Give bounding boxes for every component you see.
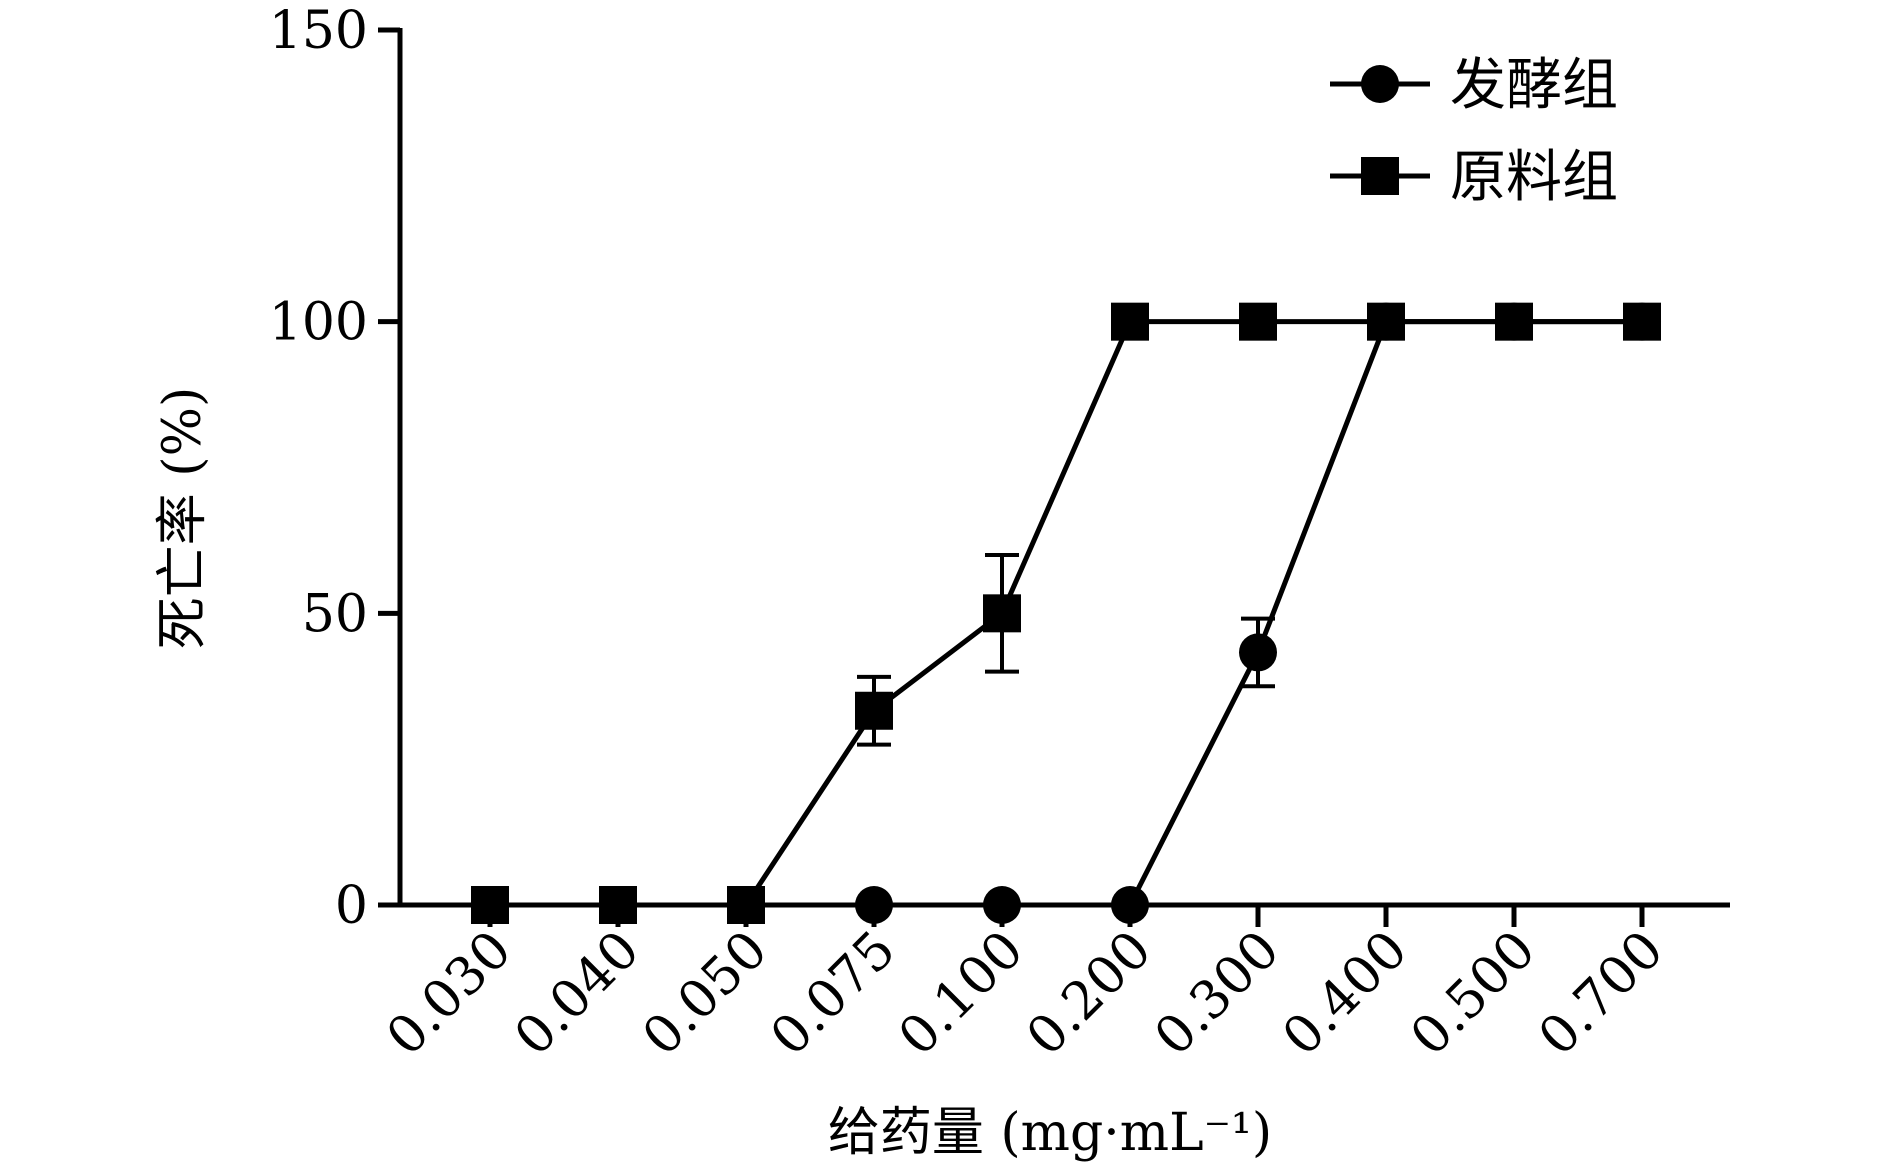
x-tick-label: 0.030 xyxy=(375,920,523,1068)
legend-label-raw: 原料组 xyxy=(1450,145,1618,210)
x-tick-label: 0.100 xyxy=(887,920,1035,1068)
x-tick-label: 0.200 xyxy=(1015,920,1163,1068)
x-tick-label: 0.300 xyxy=(1143,920,1291,1068)
series-1 xyxy=(471,302,1661,924)
x-tick-label: 0.040 xyxy=(503,920,651,1068)
data-point-square xyxy=(1495,302,1533,341)
legend-circle-marker-icon xyxy=(1361,65,1399,103)
legend-square-marker-icon xyxy=(1361,157,1399,195)
series-line xyxy=(490,319,1642,908)
data-point-square xyxy=(1239,302,1277,341)
series-0 xyxy=(471,302,1661,924)
x-tick-label: 0.500 xyxy=(1399,920,1547,1068)
y-axis-title: 死亡率 (%) xyxy=(153,387,213,650)
legend: 发酵组 原料组 xyxy=(1330,53,1618,210)
data-point-square xyxy=(1111,302,1149,341)
x-tick-label: 0.075 xyxy=(759,920,907,1068)
y-ticks: 0 50 100 150 xyxy=(269,1,400,936)
data-point-square xyxy=(471,886,509,924)
y-tick-label: 0 xyxy=(335,876,368,936)
data-point-square xyxy=(855,691,893,730)
data-point-square xyxy=(983,594,1021,633)
data-point-square xyxy=(599,886,637,924)
y-tick-label: 150 xyxy=(269,1,368,61)
y-tick-label: 50 xyxy=(302,584,368,644)
x-tick-label: 0.400 xyxy=(1271,920,1419,1068)
x-axis-title: 给药量 (mg·mL⁻¹) xyxy=(828,1103,1272,1163)
series-layer xyxy=(471,302,1661,924)
data-point-square xyxy=(1623,302,1661,341)
data-point-circle xyxy=(855,886,893,924)
data-point-circle xyxy=(1239,633,1277,672)
data-point-circle xyxy=(1111,886,1149,924)
legend-label-fermented: 发酵组 xyxy=(1450,53,1618,118)
y-tick-label: 100 xyxy=(269,293,368,353)
x-ticks: 0.0300.0400.0500.0750.1000.2000.3000.400… xyxy=(375,905,1675,1067)
x-tick-label: 0.050 xyxy=(631,920,779,1068)
legend-item-fermented: 发酵组 xyxy=(1330,53,1618,118)
data-point-square xyxy=(1367,302,1405,341)
series-line xyxy=(490,319,1642,908)
legend-item-raw: 原料组 xyxy=(1330,145,1618,210)
data-point-square xyxy=(727,886,765,924)
x-tick-label: 0.700 xyxy=(1527,920,1675,1068)
data-point-circle xyxy=(983,886,1021,924)
